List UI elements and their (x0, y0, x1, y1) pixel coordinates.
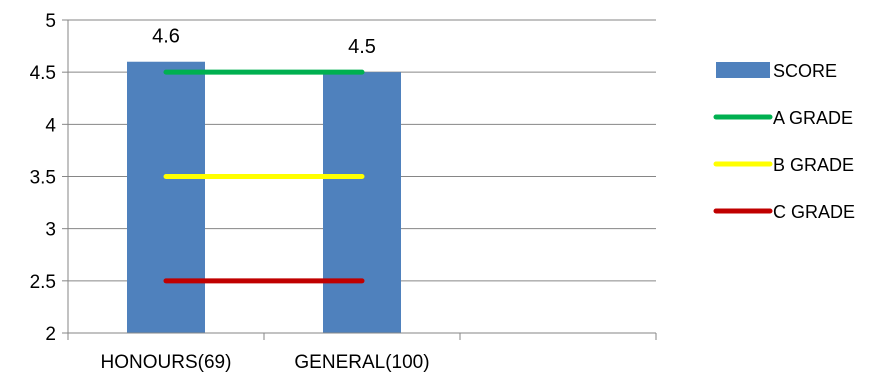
y-tick-label: 3 (45, 220, 56, 241)
legend: SCORE A GRADE B GRADE C GRADE (713, 61, 855, 222)
legend-label: B GRADE (773, 155, 854, 175)
bar-score (323, 72, 401, 334)
grade-lines (163, 69, 365, 284)
legend-label: A GRADE (773, 108, 853, 128)
y-tick-label: 5 (45, 11, 56, 32)
legend-label: C GRADE (773, 202, 855, 222)
bar-score (127, 61, 205, 333)
x-tick-label: HONOURS(69) (101, 352, 232, 373)
legend-swatch-score (716, 62, 770, 78)
data-label: 4.6 (152, 26, 180, 48)
y-tick-label: 2 (45, 324, 56, 345)
y-tick-label: 4.5 (30, 63, 56, 84)
labels: 2 2.5 3 3.5 4 4.5 5 HONOURS(69) GENERAL(100) 4.6 4… (30, 11, 430, 373)
y-tick-label: 3.5 (30, 168, 56, 189)
legend-label: SCORE (773, 61, 837, 81)
x-tick-label: GENERAL(100) (294, 352, 429, 373)
y-tick-label: 2.5 (30, 272, 56, 293)
data-label: 4.5 (348, 36, 376, 58)
y-tick-label: 4 (45, 115, 56, 136)
axes (62, 19, 657, 340)
bars (127, 61, 401, 334)
